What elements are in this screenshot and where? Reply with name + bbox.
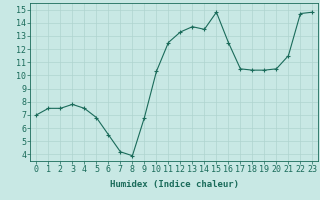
X-axis label: Humidex (Indice chaleur): Humidex (Indice chaleur) xyxy=(110,180,239,189)
